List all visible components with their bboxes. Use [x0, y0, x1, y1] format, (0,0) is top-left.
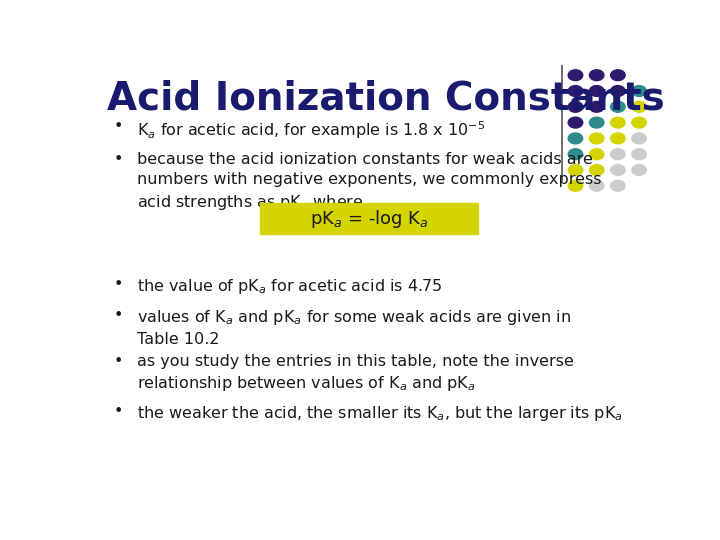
Circle shape: [611, 102, 625, 112]
Circle shape: [568, 85, 582, 97]
Circle shape: [611, 85, 625, 97]
Circle shape: [590, 133, 604, 144]
Circle shape: [632, 133, 647, 144]
Circle shape: [590, 149, 604, 160]
Text: •: •: [113, 308, 122, 323]
Circle shape: [590, 117, 604, 128]
Circle shape: [590, 165, 604, 176]
Text: as you study the entries in this table, note the inverse
relationship between va: as you study the entries in this table, …: [138, 354, 575, 393]
Circle shape: [632, 102, 647, 112]
Text: K$_a$ for acetic acid, for example is 1.8 x 10$^{-5}$: K$_a$ for acetic acid, for example is 1.…: [138, 119, 486, 140]
Circle shape: [611, 149, 625, 160]
Circle shape: [611, 117, 625, 128]
Circle shape: [590, 70, 604, 80]
Text: Acid Ionization Constants: Acid Ionization Constants: [107, 79, 665, 117]
Circle shape: [568, 133, 582, 144]
Circle shape: [611, 180, 625, 191]
Circle shape: [568, 149, 582, 160]
FancyBboxPatch shape: [260, 203, 478, 234]
Text: •: •: [113, 119, 122, 134]
Circle shape: [632, 85, 647, 97]
Circle shape: [568, 70, 582, 80]
Circle shape: [568, 180, 582, 191]
Text: values of K$_a$ and pK$_a$ for some weak acids are given in
Table 10.2: values of K$_a$ and pK$_a$ for some weak…: [138, 308, 572, 347]
Circle shape: [611, 133, 625, 144]
Text: pK$_a$ = -log K$_a$: pK$_a$ = -log K$_a$: [310, 208, 428, 230]
Text: the weaker the acid, the smaller its K$_a$, but the larger its pK$_a$: the weaker the acid, the smaller its K$_…: [138, 404, 624, 423]
Circle shape: [632, 117, 647, 128]
Text: •: •: [113, 354, 122, 369]
Circle shape: [590, 102, 604, 112]
Text: •: •: [113, 152, 122, 167]
Text: •: •: [113, 404, 122, 418]
Circle shape: [568, 102, 582, 112]
Circle shape: [632, 149, 647, 160]
Text: the value of pK$_a$ for acetic acid is 4.75: the value of pK$_a$ for acetic acid is 4…: [138, 277, 443, 296]
Circle shape: [568, 165, 582, 176]
Text: •: •: [113, 277, 122, 292]
Circle shape: [632, 165, 647, 176]
Circle shape: [611, 70, 625, 80]
Text: because the acid ionization constants for weak acids are
numbers with negative e: because the acid ionization constants fo…: [138, 152, 602, 212]
Circle shape: [611, 165, 625, 176]
Circle shape: [590, 85, 604, 97]
Circle shape: [590, 180, 604, 191]
Circle shape: [568, 117, 582, 128]
